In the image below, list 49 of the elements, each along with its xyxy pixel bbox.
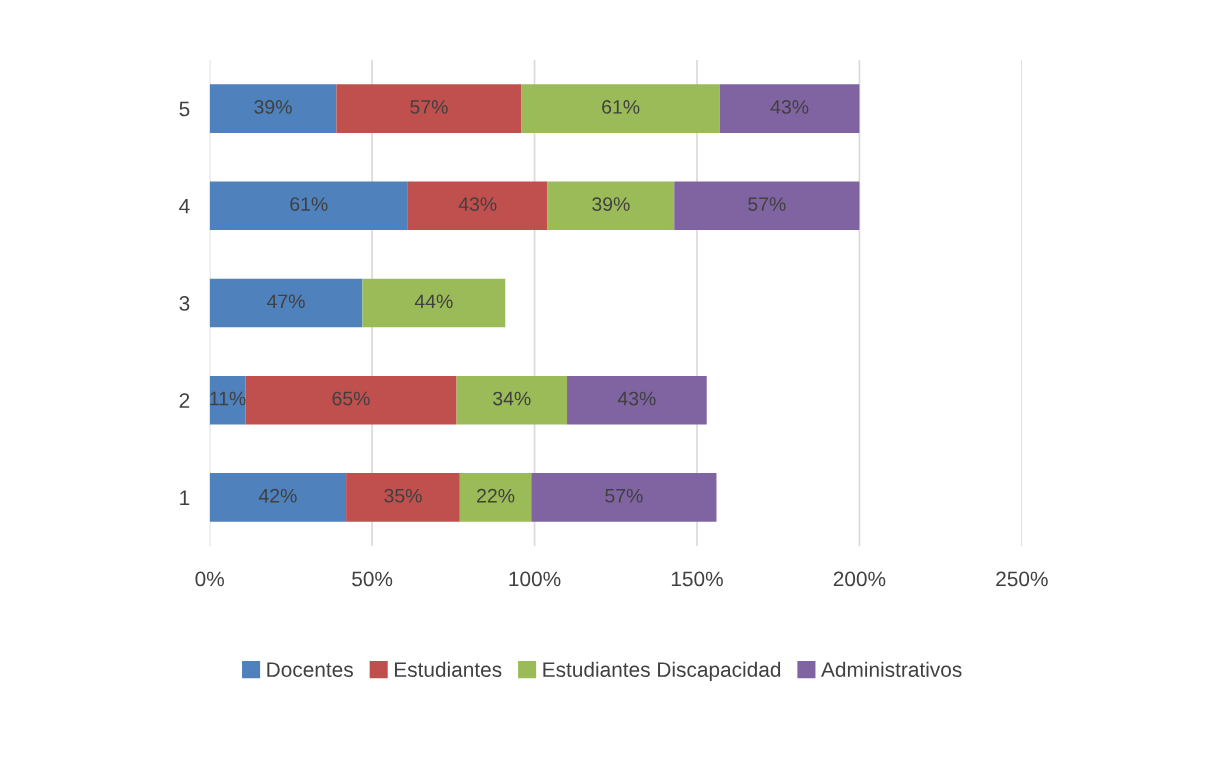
data-label: 57% xyxy=(410,100,448,114)
data-label: 42% xyxy=(258,488,297,503)
y-tick-label: 1 xyxy=(180,490,190,505)
data-label: 35% xyxy=(384,488,422,503)
data-label: 57% xyxy=(605,488,643,503)
y-tick-label: 3 xyxy=(179,295,190,311)
bar xyxy=(362,278,506,328)
bar xyxy=(567,375,707,425)
bar xyxy=(209,84,337,133)
bar xyxy=(674,181,860,231)
legend-label: Estudiantes Discapacidad xyxy=(543,661,781,682)
bar xyxy=(531,473,717,522)
bar xyxy=(336,84,522,133)
bar xyxy=(547,181,675,231)
bar xyxy=(209,278,363,328)
data-label: 65% xyxy=(332,391,370,406)
data-label: 61% xyxy=(290,197,328,211)
data-label: 44% xyxy=(414,294,453,309)
y-tick-label: 5 xyxy=(179,101,190,117)
x-tick-label: 0% xyxy=(195,571,224,587)
bar xyxy=(456,375,568,425)
data-label: 34% xyxy=(493,391,531,406)
x-tick-label: 250% xyxy=(996,571,1048,587)
data-label: 43% xyxy=(458,197,497,211)
bar xyxy=(209,473,347,522)
bar xyxy=(346,473,460,522)
x-tick-label: 200% xyxy=(833,571,886,587)
y-tick-label: 4 xyxy=(179,199,190,214)
x-tick-label: 150% xyxy=(671,571,723,587)
data-label: 39% xyxy=(254,100,292,114)
legend-label: Estudiantes xyxy=(394,661,502,677)
data-label: 47% xyxy=(267,294,305,309)
y-tick-label: 2 xyxy=(179,393,190,408)
bar xyxy=(407,181,548,231)
x-tick-label: 100% xyxy=(509,571,561,587)
bar xyxy=(521,84,720,133)
data-label: 22% xyxy=(477,488,515,503)
legend-label: Administrativos xyxy=(821,661,962,677)
x-tick-label: 50% xyxy=(352,571,393,587)
data-label: 43% xyxy=(770,100,809,114)
data-label: 57% xyxy=(748,197,786,211)
bar xyxy=(459,473,532,522)
data-label: 39% xyxy=(592,197,630,211)
data-label: 43% xyxy=(617,391,656,406)
bar xyxy=(719,84,860,133)
data-label: 61% xyxy=(602,100,640,114)
bar xyxy=(245,375,457,425)
bar xyxy=(209,181,408,231)
legend-label: Docentes xyxy=(267,662,353,677)
